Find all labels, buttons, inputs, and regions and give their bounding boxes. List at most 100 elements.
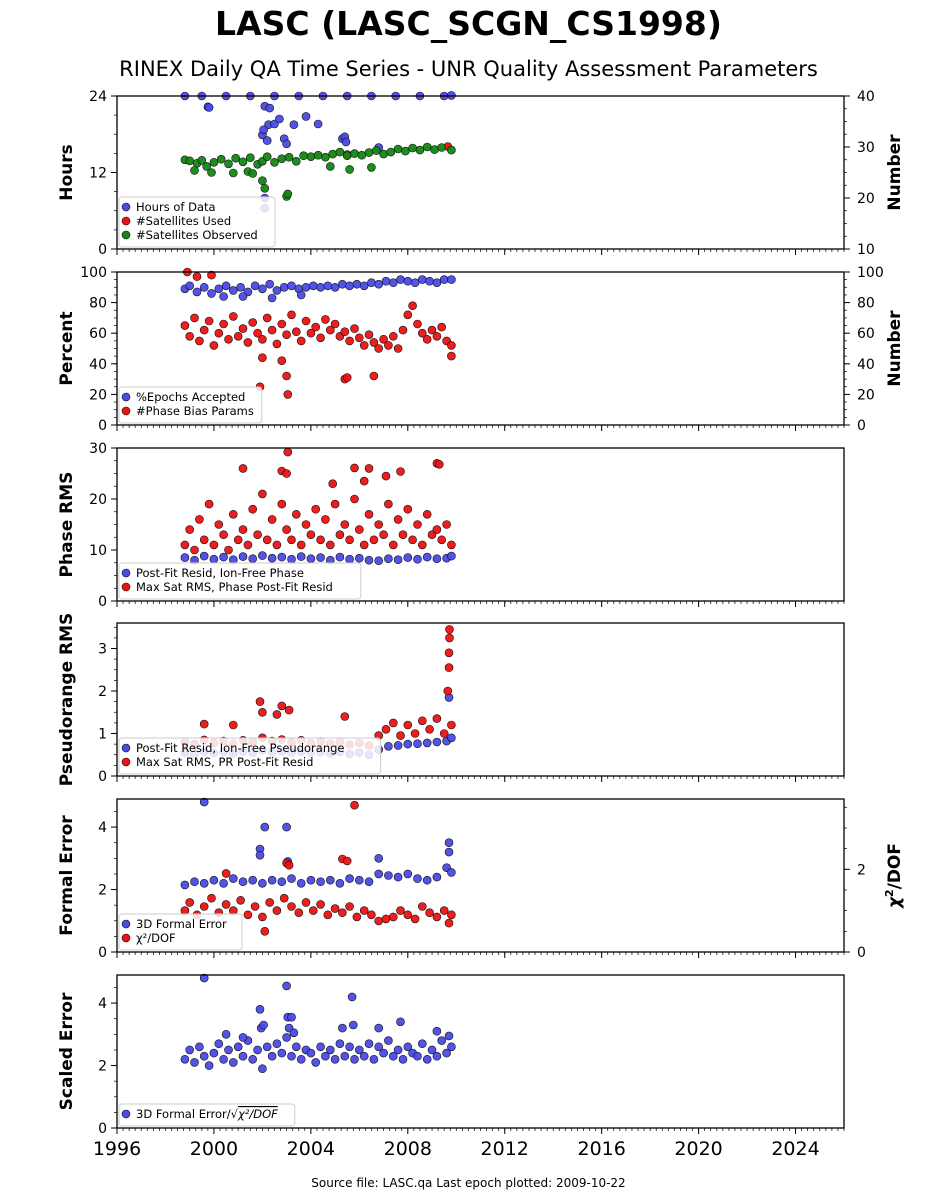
data-point xyxy=(379,149,388,159)
data-point xyxy=(287,535,296,545)
data-point xyxy=(350,1055,359,1064)
legend-marker xyxy=(121,757,131,767)
y-tick-label: 0 xyxy=(98,242,107,258)
data-point xyxy=(238,877,248,887)
data-point xyxy=(422,142,432,152)
data-point xyxy=(384,499,393,509)
y-tick-label: 24 xyxy=(89,89,107,105)
data-point xyxy=(259,125,268,135)
series-1-3 xyxy=(180,142,456,201)
series-5-2 xyxy=(180,800,456,936)
data-point xyxy=(388,331,398,341)
data-point xyxy=(277,154,287,163)
data-point xyxy=(313,150,323,160)
data-point xyxy=(417,1039,427,1048)
data-point xyxy=(388,718,398,728)
data-point xyxy=(262,1042,272,1052)
y-tick-label: 4 xyxy=(98,820,107,836)
data-point xyxy=(272,1039,282,1048)
y-tick-label: 10 xyxy=(89,543,107,559)
data-point xyxy=(289,120,299,129)
data-point xyxy=(388,1051,398,1061)
data-point xyxy=(260,926,270,936)
data-point xyxy=(357,150,367,160)
data-point xyxy=(190,166,199,175)
legend-marker xyxy=(121,568,131,578)
data-point xyxy=(413,520,422,529)
x-tick-label: 2012 xyxy=(481,1138,529,1160)
series-2-2 xyxy=(180,267,456,399)
data-point xyxy=(253,530,262,540)
data-point xyxy=(447,275,456,284)
data-point xyxy=(195,1042,204,1052)
data-point xyxy=(214,520,224,529)
y-axis-label: Phase RMS xyxy=(57,472,77,578)
data-point xyxy=(238,552,248,561)
data-point xyxy=(413,739,422,749)
data-point xyxy=(306,152,316,161)
data-point xyxy=(379,530,388,540)
data-point xyxy=(282,981,291,991)
panel-6: 1996 2000 2004 2008 2012 2016 2020 2024 0 2 4 Scale… xyxy=(57,973,845,1160)
data-point xyxy=(195,515,204,524)
data-point xyxy=(335,1039,345,1048)
legend-marker xyxy=(121,919,131,929)
y-tick-label: 0 xyxy=(98,769,107,785)
data-point xyxy=(277,356,287,366)
legend-label: Hours of Data xyxy=(136,200,216,214)
legend: %Epochs Accepted#Phase Bias Params xyxy=(118,386,263,424)
panel-3: 0 10 20 30 Phase RMS Post-Fit Resid, Ion-Free… xyxy=(57,441,845,610)
data-point xyxy=(287,874,296,883)
data-point xyxy=(224,159,233,169)
y-tick-label: 3 xyxy=(98,642,107,658)
data-point xyxy=(367,278,376,288)
data-point xyxy=(345,281,354,291)
data-point xyxy=(396,731,405,740)
chart-subtitle: RINEX Daily QA Time Series - UNR Quality… xyxy=(119,57,818,81)
y-right-tick-label: 20 xyxy=(857,387,875,403)
data-point xyxy=(260,822,270,832)
data-point xyxy=(233,1042,243,1052)
data-point xyxy=(282,525,291,534)
data-point xyxy=(277,499,287,509)
data-point xyxy=(229,168,238,178)
data-point xyxy=(369,338,379,347)
chart-title: LASC (LASC_SCGN_CS1998) xyxy=(215,4,722,43)
data-point xyxy=(413,1051,422,1061)
data-point xyxy=(267,1051,277,1061)
data-point xyxy=(342,151,352,160)
data-point xyxy=(388,912,398,922)
data-point xyxy=(306,554,316,564)
data-point xyxy=(403,1042,413,1052)
data-point xyxy=(432,737,442,747)
data-point xyxy=(393,555,403,565)
data-point xyxy=(287,1051,296,1061)
data-point xyxy=(255,1004,265,1014)
data-point xyxy=(352,279,362,289)
y-right-tick-label: 40 xyxy=(857,357,875,373)
data-point xyxy=(209,875,219,885)
data-point xyxy=(190,1058,199,1067)
data-point xyxy=(282,371,291,381)
y-right-tick-label: 80 xyxy=(857,296,875,312)
data-point xyxy=(236,282,245,292)
data-point xyxy=(323,281,333,291)
legend-label: #Satellites Used xyxy=(136,214,231,228)
data-point xyxy=(338,279,347,289)
data-point xyxy=(359,476,369,486)
y-axis-label: Scaled Error xyxy=(57,992,77,1110)
data-point xyxy=(258,912,267,922)
data-point xyxy=(277,701,287,711)
legend-label: Max Sat RMS, PR Post-Fit Resid xyxy=(136,755,313,769)
data-point xyxy=(291,157,301,166)
data-point xyxy=(321,515,330,524)
data-point xyxy=(437,1036,447,1045)
data-point xyxy=(374,1042,384,1052)
data-point xyxy=(204,103,214,112)
legend-marker xyxy=(121,933,131,943)
data-point xyxy=(384,341,393,350)
y-tick-label: 2 xyxy=(98,1059,107,1075)
